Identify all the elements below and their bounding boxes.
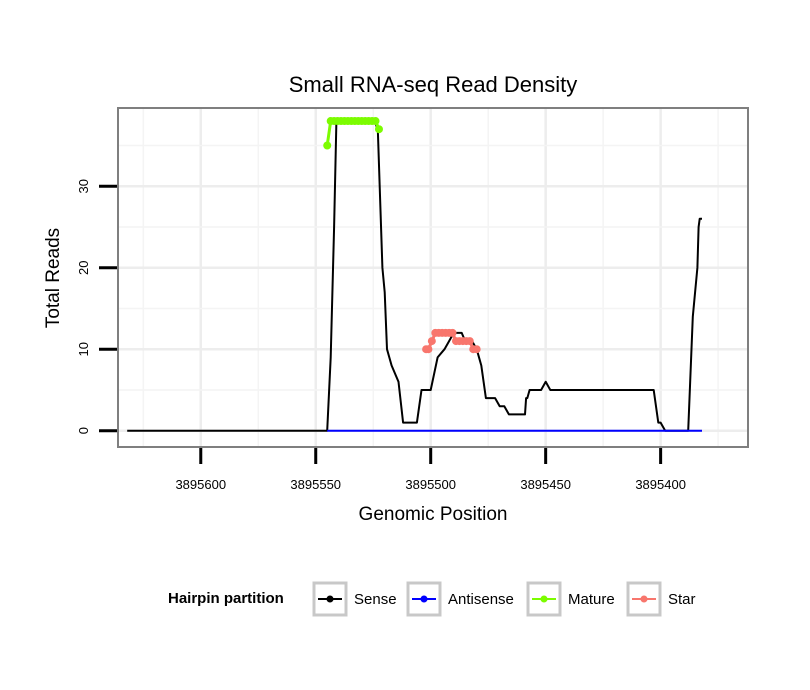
- legend-label-star: Star: [668, 591, 696, 608]
- legend-label-mature: Mature: [568, 591, 615, 608]
- legend: Hairpin partition Sense Antisense Mature…: [168, 581, 696, 617]
- legend-label-antisense: Antisense: [448, 591, 514, 608]
- legend-title: Hairpin partition: [168, 590, 284, 607]
- series-layer: [127, 117, 702, 432]
- data-point-star: [472, 345, 481, 354]
- y-tick-label: 0: [76, 427, 91, 434]
- data-point-star: [427, 337, 436, 346]
- x-axis: 3895600 3895550 3895500 3895450 3895400: [175, 448, 686, 492]
- data-point-star: [448, 328, 457, 337]
- y-axis: 0 10 20 30: [76, 179, 117, 434]
- legend-label-sense: Sense: [354, 591, 397, 608]
- legend-key-point: [420, 595, 428, 603]
- x-axis-title: Genomic Position: [359, 504, 508, 525]
- y-tick-label: 10: [76, 342, 91, 356]
- grid-lines: [119, 109, 747, 446]
- x-tick-label: 3895550: [290, 477, 341, 492]
- y-axis-title: Total Reads: [43, 228, 64, 328]
- chart-title: Small RNA-seq Read Density: [289, 72, 578, 97]
- x-tick-label: 3895450: [520, 477, 571, 492]
- y-tick-label: 30: [76, 179, 91, 193]
- plot-panel: [117, 107, 749, 448]
- legend-key-point: [540, 595, 548, 603]
- x-tick-label: 3895500: [405, 477, 456, 492]
- legend-key-point: [640, 595, 648, 603]
- data-point-mature: [374, 125, 383, 134]
- legend-entry-mature: Mature: [526, 581, 615, 617]
- data-point-mature: [323, 141, 332, 150]
- data-point-star: [424, 345, 433, 354]
- x-tick-label: 3895400: [635, 477, 686, 492]
- data-point-star: [465, 337, 474, 346]
- data-point-mature: [371, 117, 380, 126]
- legend-entry-sense: Sense: [312, 581, 397, 617]
- legend-key-point: [326, 595, 334, 603]
- legend-entry-antisense: Antisense: [406, 581, 514, 617]
- x-tick-label: 3895600: [175, 477, 226, 492]
- legend-entry-star: Star: [626, 581, 696, 617]
- y-tick-label: 20: [76, 260, 91, 274]
